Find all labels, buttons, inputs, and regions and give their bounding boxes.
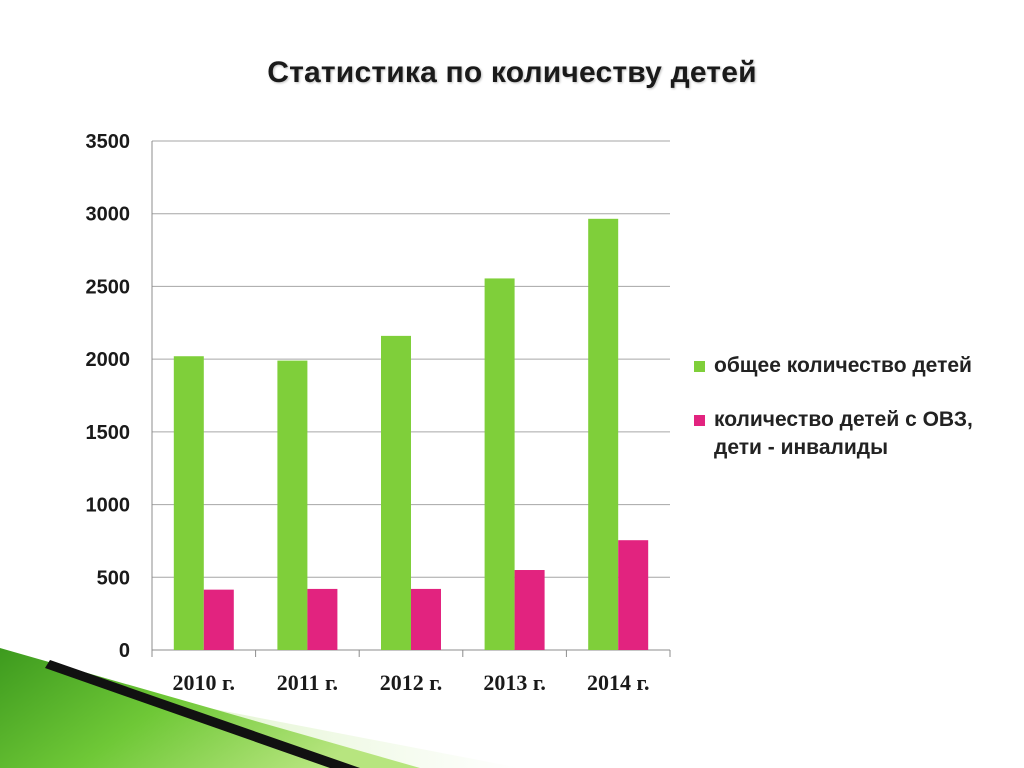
- chart-title: Статистика по количеству детей: [267, 56, 757, 89]
- legend-swatch-ovz: [694, 415, 705, 426]
- x-tick-label: 2012 г.: [380, 670, 443, 695]
- bar-ovz: [307, 588, 338, 650]
- decor-green-stripe: [0, 648, 420, 768]
- decor-black-stripe: [45, 660, 360, 768]
- y-tick-label: 0: [119, 640, 130, 662]
- legend-swatch-total: [694, 361, 705, 372]
- y-tick-label: 3500: [86, 131, 131, 153]
- y-tick-label: 3000: [86, 204, 131, 226]
- bar-total: [173, 356, 204, 650]
- y-tick-label: 1000: [86, 495, 131, 517]
- x-tick-label: 2011 г.: [277, 670, 338, 695]
- x-tick-label: 2014 г.: [587, 670, 650, 695]
- legend: общее количество детей количество детей …: [694, 352, 994, 488]
- bar-total: [381, 335, 411, 650]
- bar-total: [277, 360, 308, 650]
- legend-item-total: общее количество детей: [694, 352, 994, 380]
- bar-ovz: [514, 570, 545, 650]
- bar-total: [588, 218, 619, 650]
- y-tick-label: 1500: [86, 422, 131, 444]
- y-tick-label: 500: [97, 567, 130, 589]
- y-tick-label: 2500: [86, 276, 131, 298]
- legend-label-total: общее количество детей: [714, 354, 972, 377]
- bar-ovz: [411, 588, 441, 650]
- bar-total: [484, 278, 515, 650]
- bar-ovz: [203, 589, 234, 650]
- legend-item-ovz: количество детей с ОВЗ, дети - инвалиды: [694, 406, 994, 462]
- legend-label-ovz: количество детей с ОВЗ, дети - инвалиды: [714, 408, 973, 459]
- bar-ovz: [618, 540, 649, 650]
- x-tick-label: 2010 г.: [173, 670, 236, 695]
- x-tick-label: 2013 г.: [483, 670, 546, 695]
- y-tick-label: 2000: [86, 349, 131, 371]
